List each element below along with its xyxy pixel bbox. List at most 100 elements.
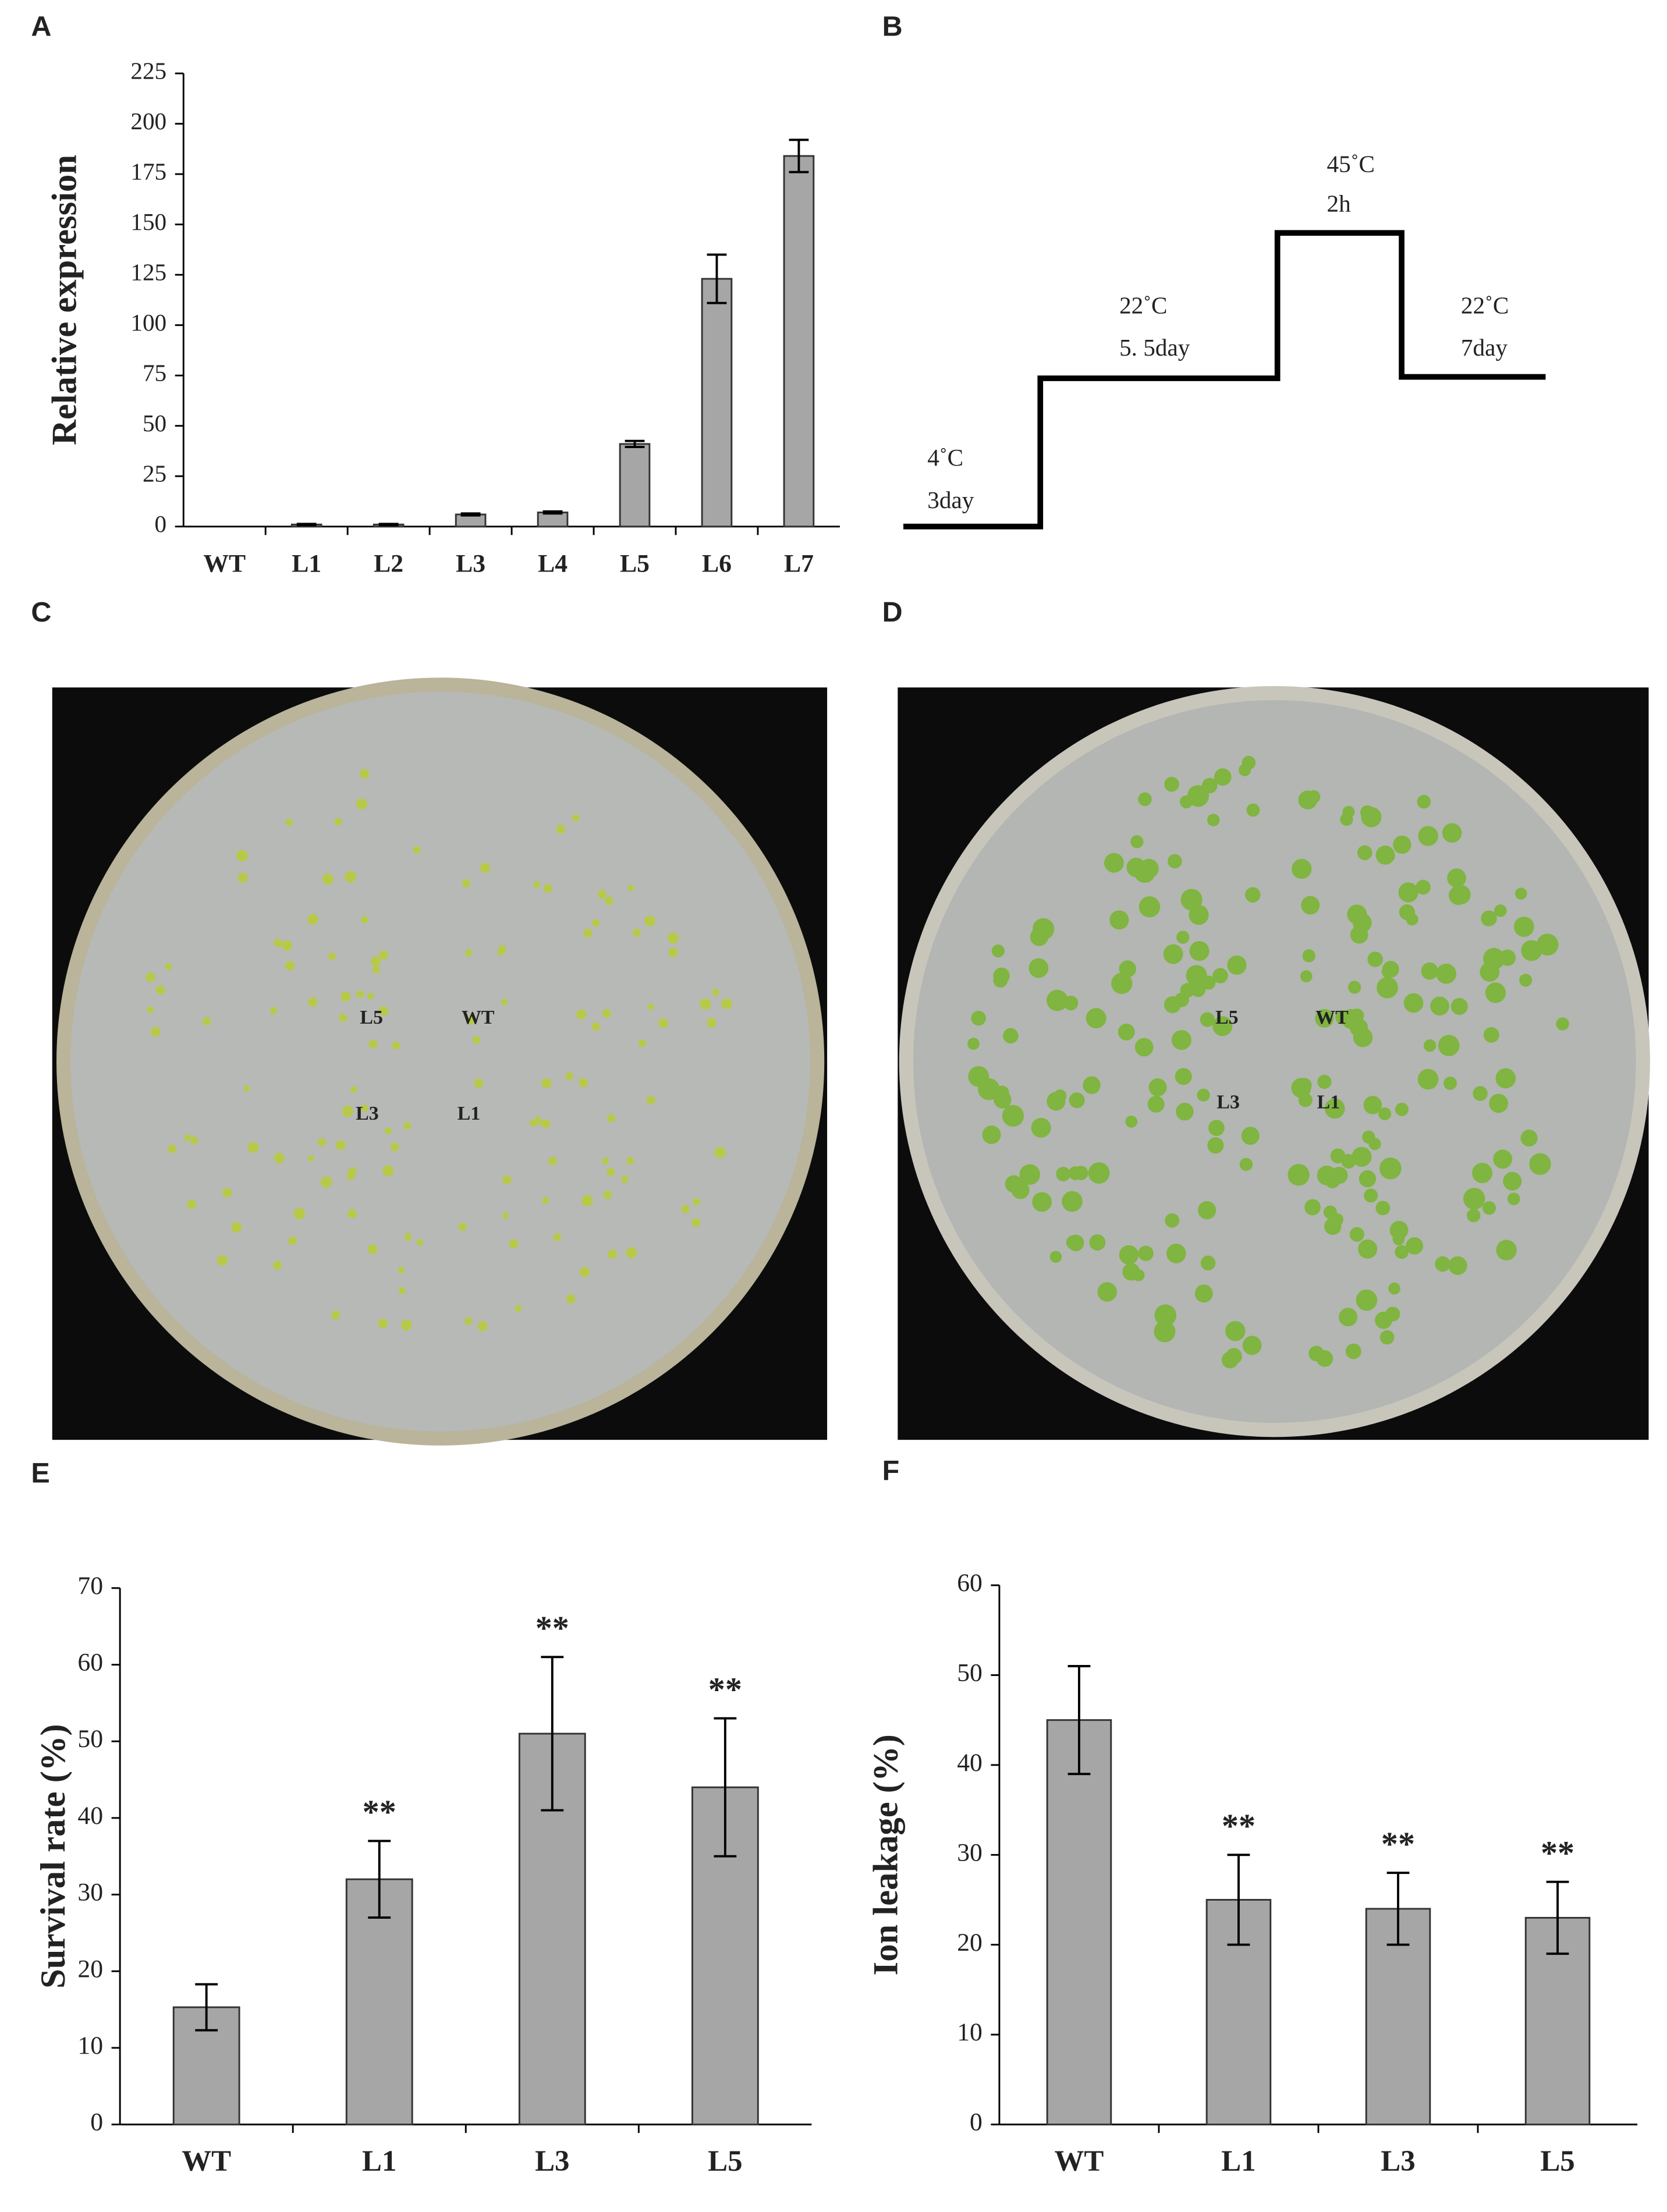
seedling bbox=[338, 1013, 347, 1022]
seedling bbox=[1212, 968, 1228, 983]
step-temp: 22˚C bbox=[1461, 292, 1509, 318]
photo-label: L3 bbox=[356, 1103, 379, 1124]
seedling bbox=[382, 1165, 394, 1177]
seedling bbox=[272, 1261, 282, 1270]
panel-letter: A bbox=[31, 10, 51, 42]
y-tick-label: 0 bbox=[970, 2108, 983, 2136]
seedling bbox=[1138, 792, 1152, 807]
seedling bbox=[602, 1009, 611, 1018]
seedling bbox=[1436, 963, 1457, 984]
seedling bbox=[1345, 1343, 1361, 1359]
seedling bbox=[334, 818, 342, 826]
petri-dish bbox=[913, 700, 1636, 1423]
error-bar bbox=[296, 523, 317, 527]
seedling bbox=[1138, 896, 1161, 918]
y-tick-label: 20 bbox=[957, 1929, 983, 1957]
x-tick-label: L3 bbox=[1381, 2145, 1415, 2178]
seedling bbox=[721, 998, 733, 1010]
seedling bbox=[638, 1039, 646, 1048]
panel-letter: E bbox=[31, 1458, 49, 1489]
seedling bbox=[1388, 1282, 1400, 1295]
photo-label: L1 bbox=[1317, 1092, 1340, 1113]
y-tick-label: 30 bbox=[957, 1838, 983, 1866]
seedling bbox=[1451, 885, 1471, 904]
seedling bbox=[1352, 1146, 1372, 1167]
seedling bbox=[356, 798, 368, 810]
step-duration: 2h bbox=[1327, 190, 1352, 217]
seedling bbox=[1134, 861, 1155, 883]
seedling bbox=[288, 1236, 297, 1245]
seedling bbox=[712, 989, 719, 996]
seedling bbox=[509, 1239, 519, 1249]
seedling bbox=[1118, 1024, 1135, 1041]
error-bar bbox=[195, 1983, 218, 2032]
seedling bbox=[247, 1142, 259, 1153]
seedling bbox=[1288, 1164, 1310, 1186]
seedling bbox=[480, 862, 491, 874]
seedling bbox=[565, 1072, 573, 1081]
seedling bbox=[1201, 975, 1216, 990]
seedling bbox=[1307, 790, 1321, 804]
seedling bbox=[1083, 1076, 1101, 1094]
y-tick-label: 50 bbox=[143, 410, 166, 436]
y-tick-label: 60 bbox=[77, 1649, 103, 1677]
seedling bbox=[1227, 955, 1247, 975]
seedling bbox=[1438, 1035, 1460, 1056]
seedling bbox=[1176, 931, 1190, 944]
seedling bbox=[190, 1136, 198, 1145]
y-tick-label: 60 bbox=[957, 1569, 983, 1597]
seedling bbox=[367, 1244, 378, 1255]
y-tick-label: 200 bbox=[130, 108, 166, 134]
y-tick-label: 10 bbox=[77, 2032, 103, 2060]
significance-label: ** bbox=[1222, 1807, 1255, 1845]
seedling bbox=[1242, 1336, 1262, 1355]
seedling bbox=[345, 871, 357, 883]
seedling bbox=[626, 1156, 634, 1165]
x-tick-label: L5 bbox=[1540, 2145, 1574, 2178]
seedling bbox=[465, 949, 473, 957]
seedling bbox=[533, 1116, 542, 1125]
seedling bbox=[647, 1003, 655, 1010]
seedling bbox=[1154, 1320, 1176, 1343]
seedling bbox=[392, 1041, 400, 1050]
y-axis-label: Survival rate (%) bbox=[34, 1724, 73, 1989]
seedling bbox=[1132, 1269, 1145, 1281]
seedling bbox=[971, 1010, 986, 1026]
seedling bbox=[1393, 835, 1411, 854]
x-tick-label: WT bbox=[203, 550, 246, 578]
seedling bbox=[1495, 1068, 1516, 1089]
seedling bbox=[1556, 1017, 1569, 1031]
seedling bbox=[146, 972, 155, 982]
seedling bbox=[320, 1176, 332, 1188]
seedling bbox=[1482, 1201, 1496, 1215]
seedling bbox=[1190, 982, 1206, 997]
step-duration: 7day bbox=[1461, 334, 1508, 361]
seedling bbox=[995, 1085, 1009, 1100]
seedling bbox=[360, 1104, 368, 1112]
error-bar bbox=[789, 139, 809, 173]
petri-dish bbox=[70, 691, 810, 1432]
seedling bbox=[1171, 1030, 1191, 1050]
seedling bbox=[602, 1158, 609, 1165]
seedling bbox=[1086, 1008, 1106, 1029]
photo-label: L3 bbox=[1216, 1092, 1240, 1113]
seedling bbox=[1047, 989, 1068, 1011]
seedling bbox=[579, 1078, 588, 1088]
seedling bbox=[1349, 1227, 1364, 1242]
temperature-profile bbox=[903, 230, 1546, 530]
seedling bbox=[607, 1114, 616, 1123]
seedling bbox=[541, 1078, 552, 1088]
seedling bbox=[1360, 805, 1375, 820]
seedling bbox=[1200, 1012, 1215, 1027]
seedling bbox=[165, 963, 172, 971]
seedling bbox=[400, 1319, 412, 1331]
y-axis-label: Ion leakage (%) bbox=[867, 1734, 906, 1975]
y-tick-label: 40 bbox=[77, 1802, 103, 1830]
seedling bbox=[581, 1195, 593, 1207]
seedling bbox=[1242, 755, 1256, 770]
seedling bbox=[1485, 982, 1506, 1003]
seedling bbox=[398, 1287, 406, 1294]
seedling bbox=[1353, 1028, 1373, 1048]
seedling bbox=[1443, 1076, 1457, 1090]
bar bbox=[537, 512, 569, 528]
